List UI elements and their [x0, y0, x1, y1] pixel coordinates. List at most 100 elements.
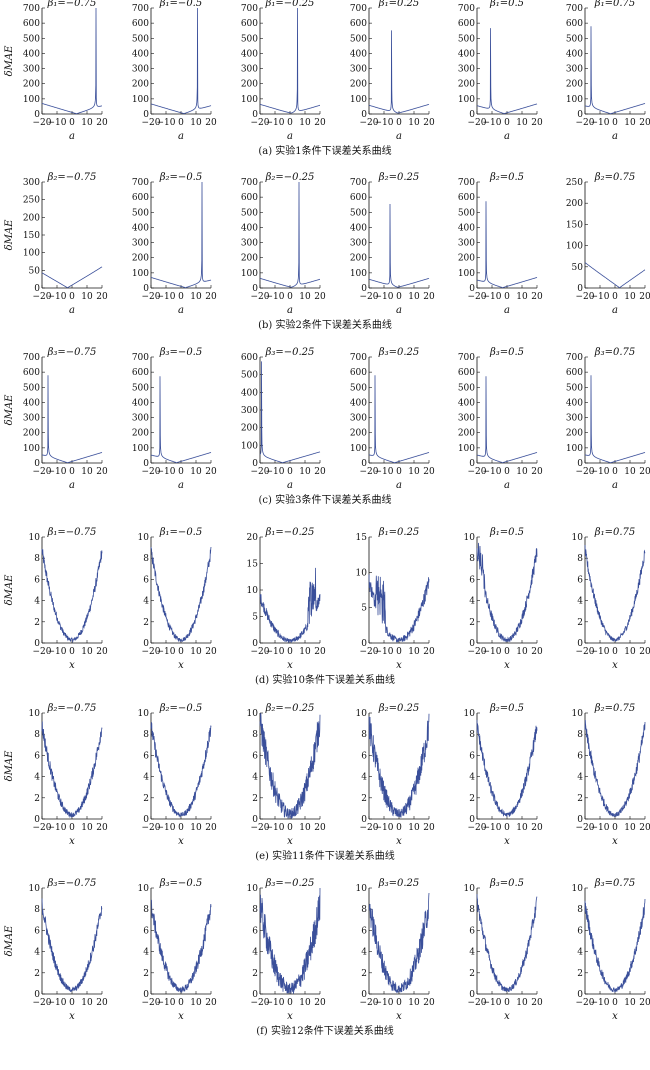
y-tick-label-r4-c2-0: 0 [252, 815, 258, 825]
x-tick-label-r5-c2-1: −10 [266, 998, 285, 1008]
x-tick-label-r1-c2-3: 10 [299, 292, 311, 302]
x-axis-label-r5-c5: x [612, 1011, 618, 1022]
series-line-r1-c5 [584, 262, 646, 289]
y-tick-label-r2-c1-5: 500 [132, 383, 149, 393]
panel-title-r4-c5: β₂=0.75 [594, 703, 635, 714]
x-tick-label-r4-c0-3: 10 [81, 823, 93, 833]
y-tick-label-r2-c2-0: 0 [252, 459, 258, 469]
y-tick-label-r5-c1-0: 0 [143, 990, 149, 1000]
x-tick-label-r2-c3-1: −10 [375, 467, 394, 477]
y-tick-label-r5-c4-2: 4 [469, 948, 475, 958]
x-axis-label-r2-c0: a [69, 480, 75, 491]
y-tick-label-r1-c2-2: 200 [241, 254, 258, 264]
x-tick-label-r0-c1-3: 10 [190, 118, 202, 128]
y-tick-label-r4-c5-5: 10 [572, 709, 584, 719]
panel-title-r2-c5: β₃=0.75 [594, 347, 635, 358]
y-tick-label-r3-c2-2: 10 [247, 586, 259, 596]
y-tick-label-r5-c0-1: 2 [34, 969, 40, 979]
y-tick-label-r5-c5-1: 2 [577, 969, 583, 979]
x-axis-label-r3-c2: x [287, 660, 293, 671]
x-tick-label-r3-c1-4: 20 [205, 647, 217, 657]
y-tick-label-r3-c5-3: 6 [577, 575, 583, 585]
row-caption-2: (c) 实验3条件下误差关系曲线 [259, 493, 392, 506]
x-tick-label-r0-c5-0: −20 [576, 118, 595, 128]
series-line-r0-c2 [259, 7, 320, 114]
y-tick-label-r1-c3-1: 100 [350, 269, 367, 279]
x-tick-label-r3-c1-1: −10 [157, 647, 176, 657]
x-tick-label-r4-c3-2: 0 [396, 823, 402, 833]
y-tick-label-r2-c5-3: 300 [566, 414, 583, 424]
x-tick-label-r1-c5-4: 20 [639, 292, 650, 302]
series-line-r5-c0 [41, 898, 103, 993]
x-tick-label-r5-c2-4: 20 [314, 998, 326, 1008]
x-tick-label-r1-c0-3: 10 [81, 292, 93, 302]
y-tick-label-r2-c1-1: 100 [132, 444, 149, 454]
x-tick-label-r0-c5-2: 0 [612, 118, 618, 128]
y-tick-label-r2-c3-7: 700 [350, 353, 367, 363]
y-tick-label-r3-c4-1: 2 [469, 618, 475, 628]
y-tick-label-r4-c1-0: 0 [143, 815, 149, 825]
y-tick-label-r5-c4-5: 10 [464, 884, 476, 894]
x-axis-label-r4-c1: x [178, 836, 184, 847]
x-tick-label-r3-c4-4: 20 [531, 647, 543, 657]
x-tick-label-r3-c5-4: 20 [639, 647, 650, 657]
y-tick-label-r1-c5-2: 100 [566, 242, 583, 252]
panel-title-r1-c5: β₂=0.75 [594, 172, 635, 183]
y-tick-label-r1-c3-0: 0 [361, 284, 367, 294]
y-tick-label-r4-c3-0: 0 [361, 815, 367, 825]
y-tick-label-r2-c2-4: 400 [241, 388, 258, 398]
y-tick-label-r4-c5-0: 0 [577, 815, 583, 825]
x-tick-label-r2-c5-3: 10 [624, 467, 636, 477]
x-tick-label-r5-c3-0: −20 [360, 998, 379, 1008]
x-tick-label-r0-c0-0: −20 [33, 118, 52, 128]
x-axis-label-r0-c4: a [504, 131, 510, 142]
y-tick-label-r0-c0-7: 700 [23, 4, 40, 14]
x-tick-label-r3-c5-2: 0 [612, 647, 618, 657]
y-tick-label-r0-c0-3: 300 [23, 65, 40, 75]
x-tick-label-r4-c3-0: −20 [360, 823, 379, 833]
y-tick-label-r3-c4-2: 4 [469, 597, 475, 607]
y-tick-label-r4-c0-4: 8 [34, 730, 40, 740]
x-tick-label-r3-c1-3: 10 [190, 647, 202, 657]
panel-title-r5-c2: β₃=−0.25 [265, 878, 315, 889]
panel-title-r1-c3: β₂=0.25 [378, 172, 419, 183]
y-tick-label-r0-c3-2: 200 [350, 80, 367, 90]
x-axis-label-r2-c1: a [178, 480, 184, 491]
y-tick-label-r2-c0-6: 600 [23, 368, 40, 378]
x-tick-label-r2-c1-3: 10 [190, 467, 202, 477]
y-tick-label-r4-c1-4: 8 [143, 730, 149, 740]
x-axis-label-r4-c4: x [504, 836, 510, 847]
y-tick-label-r4-c3-4: 8 [361, 730, 367, 740]
x-tick-label-r0-c1-0: −20 [142, 118, 161, 128]
y-tick-label-r4-c3-1: 2 [361, 794, 367, 804]
y-tick-label-r4-c0-2: 4 [34, 773, 40, 783]
x-tick-label-r3-c5-3: 10 [624, 647, 636, 657]
y-tick-label-r0-c3-6: 600 [350, 19, 367, 29]
x-tick-label-r0-c0-1: −10 [48, 118, 67, 128]
y-tick-label-r0-c1-3: 300 [132, 65, 149, 75]
x-tick-label-r4-c3-4: 20 [423, 823, 435, 833]
y-tick-label-r2-c5-2: 200 [566, 429, 583, 439]
x-tick-label-r0-c3-3: 10 [408, 118, 420, 128]
x-tick-label-r2-c4-1: −10 [483, 467, 502, 477]
y-tick-label-r0-c4-5: 500 [458, 34, 475, 44]
x-axis-label-r4-c2: x [287, 836, 293, 847]
x-tick-label-r1-c1-3: 10 [190, 292, 202, 302]
y-tick-label-r1-c0-6: 300 [23, 178, 40, 188]
y-tick-label-r1-c5-3: 150 [566, 220, 583, 230]
y-tick-label-r3-c1-2: 4 [143, 597, 149, 607]
y-tick-label-r3-c0-1: 2 [34, 618, 40, 628]
x-axis-label-r4-c0: x [69, 836, 75, 847]
y-tick-label-r2-c4-7: 700 [458, 353, 475, 363]
y-tick-label-r4-c5-4: 8 [577, 730, 583, 740]
y-tick-label-r1-c4-4: 400 [458, 223, 475, 233]
x-tick-label-r3-c5-1: −10 [591, 647, 610, 657]
y-tick-label-r2-c1-0: 0 [143, 459, 149, 469]
y-tick-label-r0-c4-6: 600 [458, 19, 475, 29]
y-tick-label-r3-c1-5: 10 [138, 533, 150, 543]
series-line-r3-c5 [584, 544, 646, 642]
x-axis-label-r3-c5: x [612, 660, 618, 671]
x-tick-label-r3-c4-1: −10 [483, 647, 502, 657]
x-tick-label-r4-c0-0: −20 [33, 823, 52, 833]
